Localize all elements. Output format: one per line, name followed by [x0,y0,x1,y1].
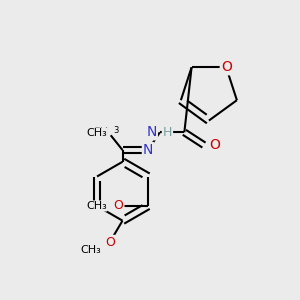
Text: O: O [105,236,115,249]
Text: CH: CH [93,127,109,137]
Text: CH₃: CH₃ [80,245,101,255]
Text: 3: 3 [114,126,119,135]
Text: N: N [143,143,153,157]
Text: N: N [146,125,157,139]
Text: CH₃: CH₃ [86,201,107,211]
Text: CH₃: CH₃ [86,128,107,138]
Text: H: H [163,126,172,139]
Text: O: O [209,138,220,152]
Text: O: O [221,60,232,74]
Text: O: O [114,200,124,212]
